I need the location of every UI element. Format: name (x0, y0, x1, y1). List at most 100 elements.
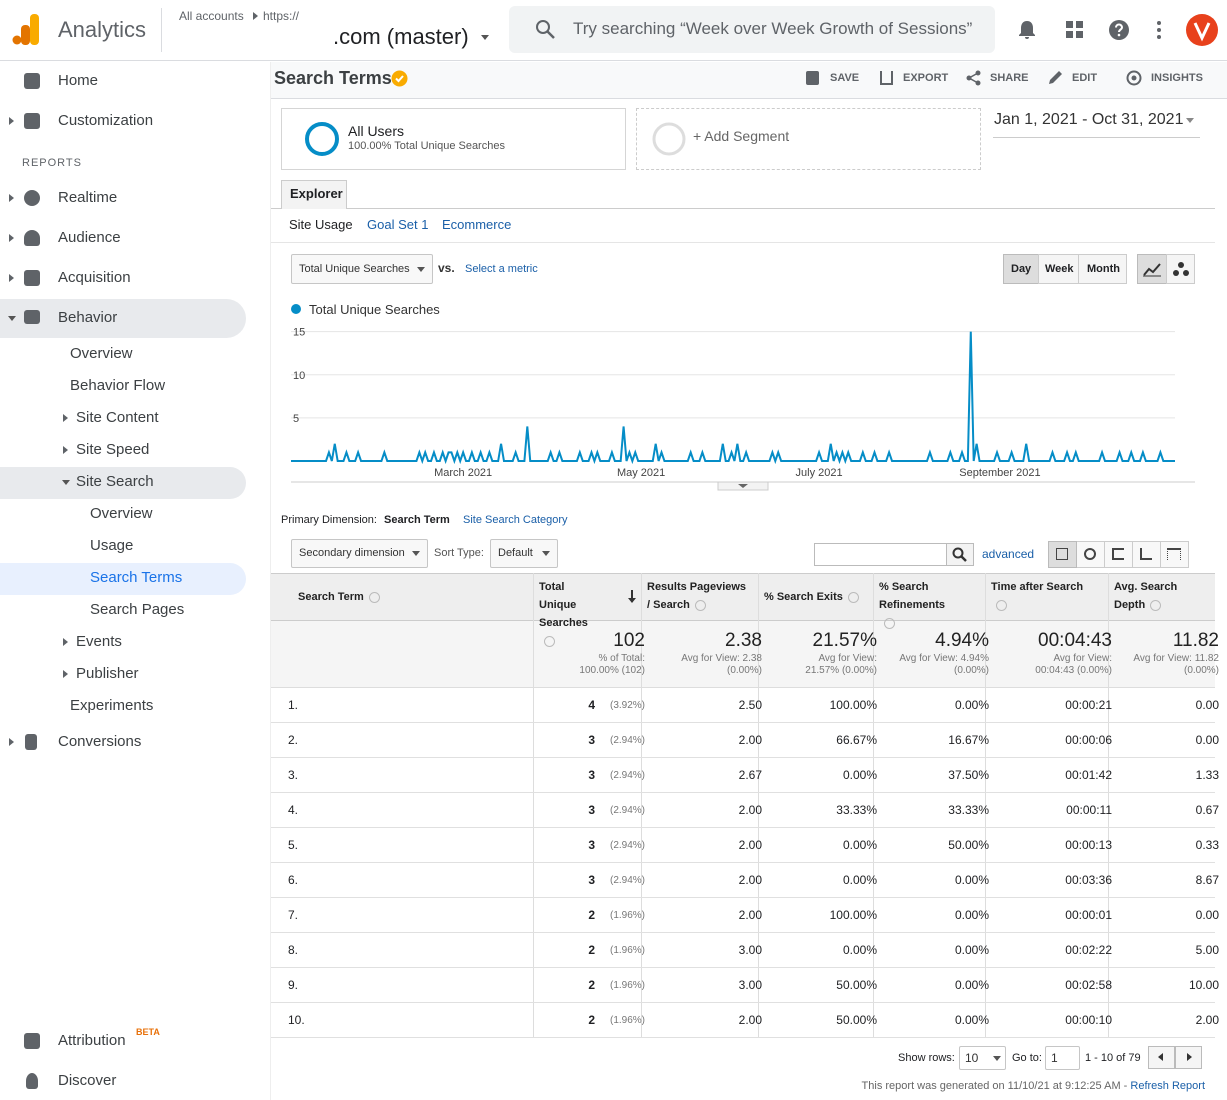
subtab[interactable]: Site Usage (289, 217, 353, 232)
property-dropdown[interactable] (481, 35, 489, 40)
page-input[interactable]: 1 (1045, 1046, 1080, 1070)
nav-item[interactable]: Discover (58, 1072, 117, 1089)
tab[interactable] (281, 180, 347, 209)
nav-item[interactable]: Attribution (58, 1032, 126, 1049)
column-header[interactable]: % Search Exits (764, 588, 864, 606)
column-header-label[interactable]: Time after Search (991, 581, 1084, 593)
table-row[interactable] (271, 758, 1215, 793)
column-header[interactable]: Total Unique Searches (539, 578, 603, 650)
column-header-label[interactable]: % Search Exits (764, 591, 843, 603)
table-row[interactable] (271, 1003, 1215, 1038)
metric-select[interactable]: Total Unique Searches (291, 254, 433, 284)
menu-icon[interactable] (1155, 20, 1163, 40)
table-row[interactable] (271, 828, 1215, 863)
action-button[interactable]: SAVE (830, 72, 860, 84)
nav-item[interactable]: Behavior (58, 309, 118, 326)
granularity-label[interactable]: Week (1045, 263, 1074, 275)
subtab[interactable]: Ecommerce (442, 217, 512, 232)
date-dropdown[interactable] (1186, 118, 1194, 123)
nav-item[interactable]: Conversions (58, 733, 142, 750)
refresh-link[interactable]: Refresh Report (1130, 1080, 1205, 1092)
nav-item[interactable]: Overview (70, 345, 133, 362)
nav-item[interactable]: Publisher (76, 665, 139, 682)
select-metric[interactable]: Select a metric (465, 263, 538, 275)
nav-item[interactable]: Acquisition (58, 269, 131, 286)
accounts-link[interactable]: All accounts (179, 9, 244, 23)
help-icon[interactable] (884, 617, 895, 629)
column-header[interactable]: Avg. Search Depth (1114, 578, 1184, 614)
column-header-label[interactable]: Total Unique Searches (539, 581, 588, 629)
add-segment-card[interactable] (636, 108, 981, 170)
table-row[interactable] (271, 968, 1215, 1003)
column-header-label[interactable]: Results Pageviews / Search (647, 581, 747, 611)
expand-arrow[interactable] (63, 670, 68, 678)
expand-arrow[interactable] (9, 234, 14, 242)
table-row[interactable] (271, 793, 1215, 828)
help-icon[interactable] (847, 591, 859, 603)
table-search-button[interactable] (946, 543, 974, 566)
column-header[interactable]: Results Pageviews / Search (647, 578, 747, 614)
expand-arrow[interactable] (9, 117, 14, 125)
nav-item[interactable]: Search Pages (90, 601, 185, 618)
table-row[interactable] (271, 933, 1215, 968)
property-selector[interactable]: .com (master) (333, 24, 469, 49)
view-button-active[interactable] (1048, 541, 1077, 568)
nav-item[interactable]: Home (58, 72, 99, 89)
notifications-icon[interactable] (1016, 19, 1038, 41)
granularity-button[interactable] (1078, 254, 1127, 284)
nav-item[interactable]: Events (76, 633, 122, 650)
search-box[interactable] (509, 6, 995, 53)
nav-item[interactable]: Overview (90, 505, 153, 522)
nav-item[interactable]: Audience (58, 229, 121, 246)
tab-label[interactable]: Explorer (290, 186, 343, 201)
expand-arrow[interactable] (63, 414, 68, 422)
column-header-label[interactable]: Search Term (298, 591, 364, 603)
secondary-dimension[interactable]: Secondary dimension (291, 539, 428, 568)
nav-item[interactable]: Customization (58, 112, 154, 129)
help-icon[interactable] (1108, 19, 1130, 41)
nav-item[interactable]: Search Terms (90, 569, 183, 586)
expand-arrow[interactable] (9, 194, 14, 202)
nav-item[interactable]: Behavior Flow (70, 377, 166, 394)
expand-arrow[interactable] (9, 274, 14, 282)
advanced-link[interactable]: advanced (982, 547, 1035, 561)
table-row[interactable] (271, 688, 1215, 723)
help-icon[interactable] (1150, 599, 1162, 611)
action-button[interactable]: EXPORT (903, 72, 949, 84)
collapse-arrow[interactable] (8, 316, 16, 321)
column-header[interactable]: % Search Refinements (879, 578, 959, 632)
date-range[interactable]: Jan 1, 2021 - Oct 31, 2021 (994, 111, 1184, 128)
column-header[interactable]: Search Term (298, 588, 418, 606)
add-segment[interactable]: + Add Segment (693, 128, 790, 144)
action-button[interactable]: EDIT (1072, 72, 1098, 84)
help-icon[interactable] (996, 599, 1007, 611)
nav-item[interactable]: Usage (90, 537, 134, 554)
action-button[interactable]: SHARE (990, 72, 1029, 84)
table-row[interactable] (271, 898, 1215, 933)
segment-card[interactable] (281, 108, 626, 170)
action-button[interactable]: INSIGHTS (1151, 72, 1203, 84)
collapse-arrow[interactable] (62, 480, 70, 485)
help-icon[interactable] (544, 635, 555, 647)
dimension-active[interactable]: Search Term (384, 514, 450, 526)
avatar[interactable] (1186, 14, 1218, 46)
nav-item[interactable]: Experiments (70, 697, 154, 714)
expand-arrow[interactable] (63, 446, 68, 454)
expand-arrow[interactable] (63, 638, 68, 646)
granularity-label[interactable]: Month (1087, 263, 1120, 275)
subtab[interactable]: Goal Set 1 (367, 217, 429, 232)
column-header[interactable]: Time after Search (991, 578, 1091, 614)
expand-arrow[interactable] (9, 738, 14, 746)
nav-item[interactable]: Realtime (58, 189, 118, 206)
help-icon[interactable] (694, 599, 706, 611)
nav-item[interactable]: Site Speed (76, 441, 150, 458)
apps-icon[interactable] (1066, 21, 1084, 39)
help-icon[interactable] (368, 591, 380, 603)
column-header-label[interactable]: % Search Refinements (879, 581, 946, 611)
motion-chart-button[interactable] (1166, 254, 1195, 284)
dimension-option[interactable]: Site Search Category (463, 514, 568, 526)
nav-item[interactable]: Site Content (76, 409, 159, 426)
table-row[interactable] (271, 723, 1215, 758)
nav-item[interactable]: Site Search (76, 473, 154, 490)
table-row[interactable] (271, 863, 1215, 898)
